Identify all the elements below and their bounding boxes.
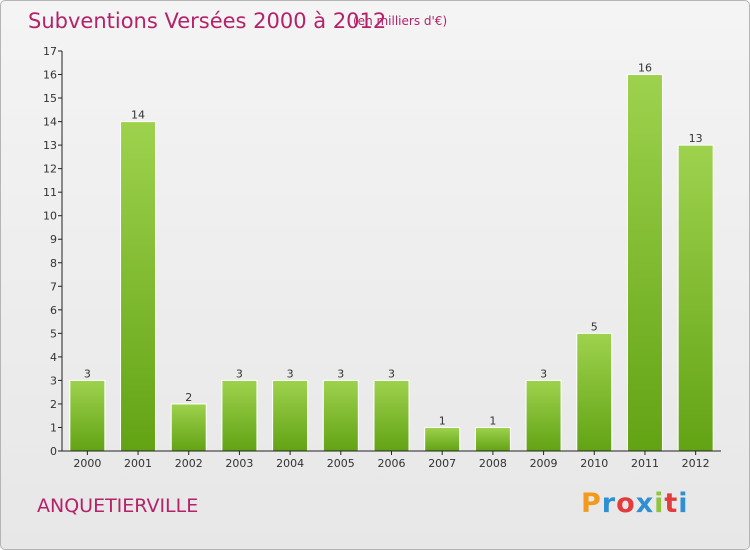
y-tick-label: 5	[50, 327, 57, 340]
x-tick-label-2004: 2004	[276, 457, 304, 470]
x-tick-label-2009: 2009	[530, 457, 558, 470]
data-label-2000: 3	[84, 367, 91, 380]
y-tick-label: 3	[50, 374, 57, 387]
data-label-2004: 3	[287, 367, 294, 380]
y-tick-label: 16	[43, 69, 57, 82]
y-tick-label: 11	[43, 186, 57, 199]
commune-name: ANQUETIERVILLE	[37, 495, 199, 517]
data-label-2001: 14	[131, 109, 145, 122]
data-label-2003: 3	[236, 367, 243, 380]
bar-2007	[424, 426, 461, 452]
bar-2005	[322, 379, 359, 452]
logo-letter: i	[654, 488, 665, 519]
x-tick-label-2001: 2001	[124, 457, 152, 470]
x-tick-label-2010: 2010	[580, 457, 608, 470]
y-tick-label: 8	[50, 257, 57, 270]
data-label-2005: 3	[337, 367, 344, 380]
x-axis: 2000 2001 2002 2003 2004 2005 2006 2007 2008 2009…	[62, 450, 721, 470]
x-tick-label-2011: 2011	[631, 457, 659, 470]
y-tick-label: 1	[50, 421, 57, 434]
data-label-2002: 2	[185, 391, 192, 404]
x-tick-label-2005: 2005	[327, 457, 355, 470]
y-tick-label: 13	[43, 139, 57, 152]
bar-2009	[525, 379, 562, 452]
logo-letter: o	[616, 488, 636, 519]
bar-2002	[170, 403, 207, 452]
y-tick-label: 0	[50, 445, 57, 458]
logo-letter: i	[678, 488, 689, 519]
data-label-2012: 13	[689, 132, 703, 145]
data-label-2011: 16	[638, 62, 652, 75]
bar-2004	[272, 379, 309, 452]
y-tick-label: 9	[50, 233, 57, 246]
x-tick-label-2006: 2006	[378, 457, 406, 470]
y-tick-label: 15	[43, 92, 57, 105]
chart-title: Subventions Versées 2000 à 2012	[28, 9, 387, 33]
bar-2003	[221, 379, 258, 452]
y-tick-label: 2	[50, 398, 57, 411]
x-tick-label-2012: 2012	[682, 457, 710, 470]
y-tick-label: 14	[43, 116, 57, 129]
y-tick-label: 6	[50, 304, 57, 317]
y-tick-label: 17	[43, 45, 57, 58]
logo-letter: r	[601, 488, 617, 519]
logo-letter: t	[664, 488, 679, 519]
logo-letter: x	[635, 488, 655, 519]
y-tick-label: 10	[43, 210, 57, 223]
x-tick-label-2000: 2000	[73, 457, 101, 470]
logo-letter: P	[581, 488, 602, 519]
bar-2011	[626, 74, 663, 452]
data-label-2007: 1	[439, 414, 446, 427]
proxiti-logo[interactable]: Proxiti	[581, 488, 689, 519]
y-tick-label: 7	[50, 280, 57, 293]
bar-2012	[677, 144, 714, 452]
data-label-2006: 3	[388, 367, 395, 380]
data-label-2009: 3	[540, 367, 547, 380]
chart-subtitle: (en milliers d'€)	[353, 14, 448, 28]
bar-2010	[576, 332, 613, 452]
x-tick-label-2002: 2002	[175, 457, 203, 470]
bar-2006	[373, 379, 410, 452]
bar-2000	[69, 379, 106, 452]
bar-2001	[120, 121, 157, 452]
x-tick-label-2007: 2007	[428, 457, 456, 470]
bar-2008	[474, 426, 511, 452]
x-tick-label-2008: 2008	[479, 457, 507, 470]
y-tick-label: 4	[50, 351, 57, 364]
x-tick-label-2003: 2003	[225, 457, 253, 470]
data-label-2010: 5	[591, 320, 598, 333]
y-tick-label: 12	[43, 163, 57, 176]
data-label-2008: 1	[489, 414, 496, 427]
